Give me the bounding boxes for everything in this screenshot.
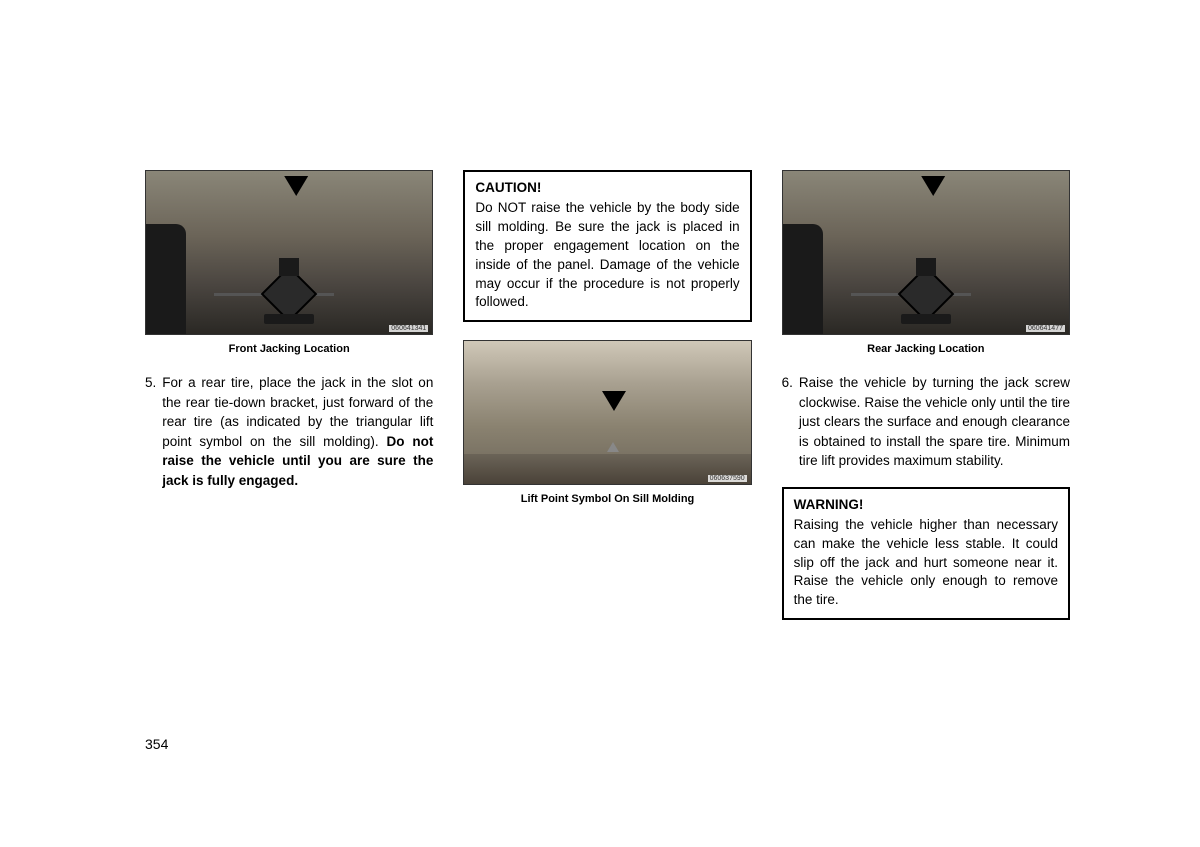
caution-box: CAUTION! Do NOT raise the vehicle by the…: [463, 170, 751, 322]
tire-shape: [145, 224, 186, 335]
figure-caption: Front Jacking Location: [145, 343, 433, 355]
figure-caption: Lift Point Symbol On Sill Molding: [463, 493, 751, 505]
warning-box: WARNING! Raising the vehicle higher than…: [782, 487, 1070, 620]
warning-title: WARNING!: [794, 497, 1058, 512]
jack-illustration: [881, 244, 971, 324]
step-number: 5.: [145, 373, 156, 490]
lift-triangle-icon: [607, 442, 619, 452]
column-center: CAUTION! Do NOT raise the vehicle by the…: [463, 170, 751, 638]
step-text: Raise the vehicle by turning the jack sc…: [799, 373, 1070, 471]
step-5: 5. For a rear tire, place the jack in th…: [145, 373, 433, 490]
figure-lift-point: 060637590: [463, 340, 751, 485]
warning-text: Raising the vehicle higher than necessar…: [794, 516, 1058, 610]
figure-front-jacking: 060641341: [145, 170, 433, 335]
tire-shape: [782, 224, 823, 335]
front-jacking-image: 060641341: [145, 170, 433, 335]
jack-illustration: [244, 244, 334, 324]
column-left: 060641341 Front Jacking Location 5. For …: [145, 170, 433, 638]
caution-title: CAUTION!: [475, 180, 739, 195]
column-right: 060641477 Rear Jacking Location 6. Raise…: [782, 170, 1070, 638]
image-id-label: 060637590: [708, 475, 747, 482]
image-id-label: 060641341: [389, 325, 428, 332]
arrow-down-icon: [921, 176, 945, 196]
arrow-down-icon: [284, 176, 308, 196]
arrow-down-icon: [602, 391, 626, 411]
page-content: 060641341 Front Jacking Location 5. For …: [145, 170, 1070, 638]
image-id-label: 060641477: [1026, 325, 1065, 332]
lift-point-image: 060637590: [463, 340, 751, 485]
figure-rear-jacking: 060641477: [782, 170, 1070, 335]
page-number: 354: [145, 736, 168, 752]
rear-jacking-image: 060641477: [782, 170, 1070, 335]
step-text: For a rear tire, place the jack in the s…: [162, 373, 433, 490]
caution-text: Do NOT raise the vehicle by the body sid…: [475, 199, 739, 312]
step-6: 6. Raise the vehicle by turning the jack…: [782, 373, 1070, 471]
figure-caption: Rear Jacking Location: [782, 343, 1070, 355]
step-number: 6.: [782, 373, 793, 471]
